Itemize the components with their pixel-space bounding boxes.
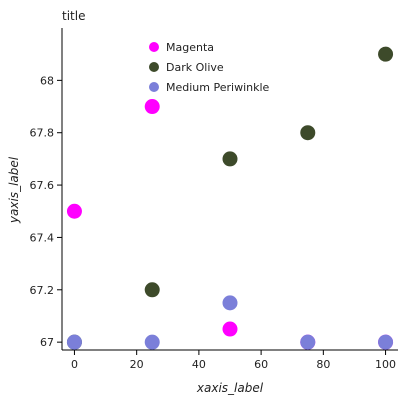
x-tick-label: 0: [71, 358, 78, 371]
x-tick-label: 80: [316, 358, 330, 371]
legend-label: Medium Periwinkle: [166, 81, 270, 94]
y-tick-label: 67.6: [30, 179, 55, 192]
point-medium-periwinkle: [222, 295, 238, 311]
point-magenta: [144, 99, 160, 115]
point-dark-olive: [222, 151, 238, 167]
point-medium-periwinkle: [66, 334, 82, 350]
point-magenta: [222, 321, 238, 337]
x-ticks: 0 20 40 60 80 100: [71, 350, 396, 371]
y-ticks: 67 67.2 67.4 67.6 67.8 68: [30, 74, 62, 349]
legend-marker: [149, 82, 159, 92]
x-axis-label: xaxis_label: [196, 381, 264, 395]
point-dark-olive: [300, 125, 316, 141]
legend-label: Magenta: [166, 41, 214, 54]
data-points: [66, 46, 394, 350]
x-tick-label: 20: [130, 358, 144, 371]
y-tick-label: 67.2: [30, 284, 55, 297]
y-tick-label: 67: [40, 336, 54, 349]
x-tick-label: 100: [375, 358, 396, 371]
x-tick-label: 40: [192, 358, 206, 371]
y-tick-label: 67.8: [30, 127, 55, 140]
point-medium-periwinkle: [144, 334, 160, 350]
point-magenta: [66, 203, 82, 219]
legend: Magenta Dark Olive Medium Periwinkle: [149, 41, 270, 94]
y-axis-label: yaxis_label: [7, 156, 21, 224]
point-medium-periwinkle: [300, 334, 316, 350]
point-medium-periwinkle: [378, 334, 394, 350]
legend-label: Dark Olive: [166, 61, 224, 74]
chart-title: title: [62, 9, 85, 23]
legend-marker: [149, 42, 159, 52]
point-dark-olive: [144, 282, 160, 298]
legend-marker: [149, 62, 159, 72]
point-dark-olive: [378, 46, 394, 62]
y-tick-label: 68: [40, 74, 54, 87]
y-tick-label: 67.4: [30, 231, 55, 244]
x-tick-label: 60: [254, 358, 268, 371]
